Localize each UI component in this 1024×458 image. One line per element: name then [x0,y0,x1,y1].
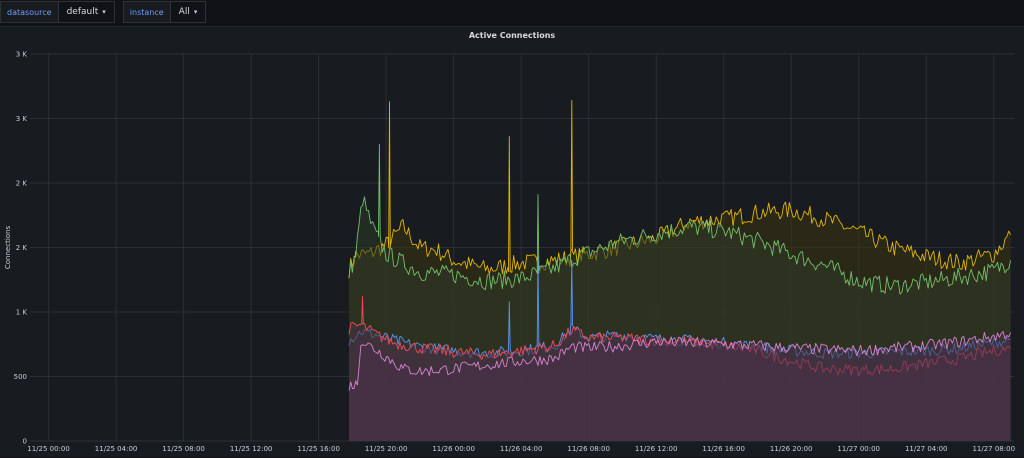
x-tick-label: 11/25 08:00 [162,445,205,453]
y-tick-label: 3 K [16,115,28,123]
y-tick-label: 1 K [16,309,28,317]
y-tick-label: 0 [23,438,27,446]
y-tick-label: 500 [14,373,27,381]
y-tick-label: 2 K [16,244,28,252]
variable-label-instance: instance [122,1,171,23]
y-axis-label: Connections [4,226,12,270]
x-tick-label: 11/26 12:00 [635,445,678,453]
x-tick-label: 11/26 20:00 [770,445,813,453]
y-tick-label: 2 K [16,180,28,188]
active-connections-panel[interactable]: Active Connections 0 500 1 K 2 K 2 K 3 K 3 K 11… [0,26,1024,457]
x-tick-label: 11/25 16:00 [297,445,340,453]
x-tick-label: 11/25 00:00 [27,445,70,453]
variables-bar: datasource default ▾ instance All ▾ [0,0,1024,24]
connections-chart[interactable]: 0 500 1 K 2 K 2 K 3 K 3 K 11/25 00:00 11/25 04:0… [0,27,1024,458]
series-line [348,143,1012,295]
x-tick-label: 11/27 08:00 [972,445,1015,453]
chevron-down-icon: ▾ [102,8,106,16]
series-line [348,331,1012,391]
x-tick-label: 11/26 16:00 [702,445,745,453]
y-tick-label: 3 K [16,51,28,59]
x-tick-label: 11/26 08:00 [567,445,610,453]
x-tick-label: 11/25 04:00 [95,445,138,453]
x-tick-label: 11/27 00:00 [837,445,880,453]
datasource-select[interactable]: default ▾ [58,1,115,23]
x-tick-label: 11/26 04:00 [500,445,543,453]
chevron-down-icon: ▾ [193,8,198,16]
instance-select-value: All [178,7,190,17]
series-area [349,331,1011,441]
x-tick-label: 11/25 20:00 [365,445,408,453]
instance-select[interactable]: All ▾ [170,1,207,23]
variable-label-datasource: datasource [0,1,59,23]
x-tick-label: 11/25 12:00 [230,445,273,453]
datasource-select-value: default [66,7,99,17]
x-tick-label: 11/27 04:00 [905,445,948,453]
panel-title[interactable]: Active Connections [468,31,556,40]
x-tick-label: 11/26 00:00 [432,445,475,453]
